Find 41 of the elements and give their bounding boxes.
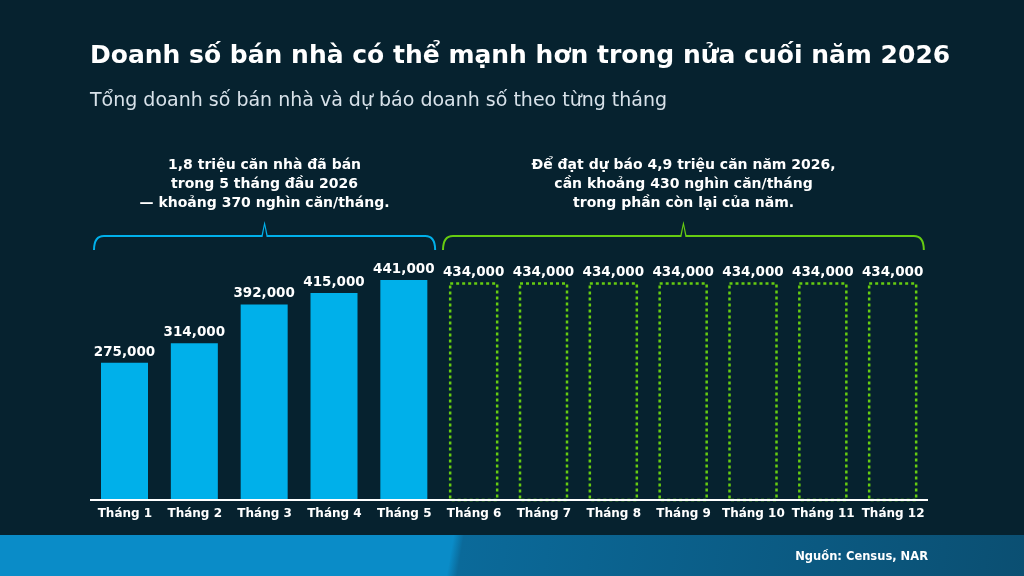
data-label: 434,000: [792, 263, 854, 280]
bar: [380, 280, 428, 500]
bar: [728, 282, 778, 502]
x-tick-label: Tháng 9: [656, 505, 711, 520]
x-tick-label: Tháng 8: [586, 505, 641, 520]
x-tick-label: Tháng 12: [861, 505, 925, 520]
chart-title: Doanh số bán nhà có thể mạnh hơn trong nửa cuối năm 2026: [90, 40, 951, 69]
bar: [658, 282, 708, 502]
x-tick-label: Tháng 6: [446, 505, 502, 520]
data-label: 314,000: [163, 323, 226, 340]
x-tick-label: Tháng 3: [237, 505, 292, 520]
bar: [170, 343, 218, 500]
bar: [448, 282, 499, 502]
data-label: 415,000: [303, 272, 365, 289]
x-tick-label: Tháng 1: [97, 505, 153, 520]
x-tick-label: Tháng 7: [516, 505, 572, 520]
data-label: 434,000: [582, 263, 645, 280]
bar: [867, 282, 918, 502]
bar: [310, 292, 358, 500]
bar: [588, 282, 639, 502]
data-label: 434,000: [861, 263, 924, 280]
bar: [240, 304, 288, 500]
chart-subtitle: Tổng doanh số bán nhà và dự báo doanh số theo từng tháng: [90, 88, 668, 110]
x-tick-label: Tháng 10: [721, 505, 785, 520]
bar: [798, 282, 848, 502]
x-tick-label: Tháng 5: [377, 505, 432, 520]
x-tick-label: Tháng 4: [307, 505, 362, 520]
x-tick-label: Tháng 11: [791, 505, 855, 520]
x-tick-label: Tháng 2: [167, 505, 222, 520]
bar: [101, 362, 148, 500]
text: Nguồn: Census, NAR: [795, 549, 928, 563]
data-label: 275,000: [93, 342, 156, 359]
data-label: 392,000: [233, 284, 295, 301]
data-label: 441,000: [373, 260, 435, 276]
data-label: 434,000: [442, 263, 505, 280]
bar: [518, 282, 569, 502]
text: 1,8 triệu căn nhà đã bán trong 5 tháng đầu 2026 — khoảng 370 nghìn căn/tháng.: [138, 155, 391, 212]
data-label: 434,000: [722, 263, 784, 280]
data-label: 434,000: [512, 263, 575, 280]
data-label: 434,000: [652, 263, 714, 280]
text: Để đạt dự báo 4,9 triệu căn năm 2026, cần khoảng 430 nghìn căn/tháng trong phần còn lại của năm.: [530, 155, 837, 212]
